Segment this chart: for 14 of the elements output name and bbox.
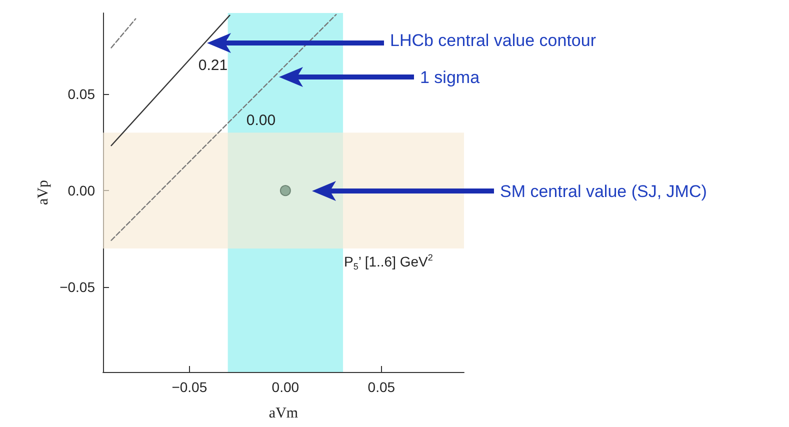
annotation: LHCb central value contour — [390, 31, 596, 50]
y-axis-title: aVp — [36, 180, 52, 205]
x-axis-title: aVm — [268, 406, 298, 422]
text: SM central value (SJ, JMC) — [500, 182, 707, 201]
annotation: 1 sigma — [420, 68, 480, 87]
x-tick-label: −0.05 — [172, 379, 208, 395]
y-tick-label: −0.05 — [60, 279, 96, 296]
band-label: P$_{5}$’ [1..6] GeV$^{2}$ — [344, 252, 433, 272]
series-label: 0.00 — [246, 112, 276, 129]
y-tick-label: 0.05 — [68, 86, 96, 102]
x-tick-label: 0.05 — [368, 379, 396, 395]
series-label: 0.21 — [198, 57, 228, 74]
x-tick-label: 0.00 — [272, 379, 300, 395]
y-tick-label: 0.00 — [68, 182, 96, 199]
